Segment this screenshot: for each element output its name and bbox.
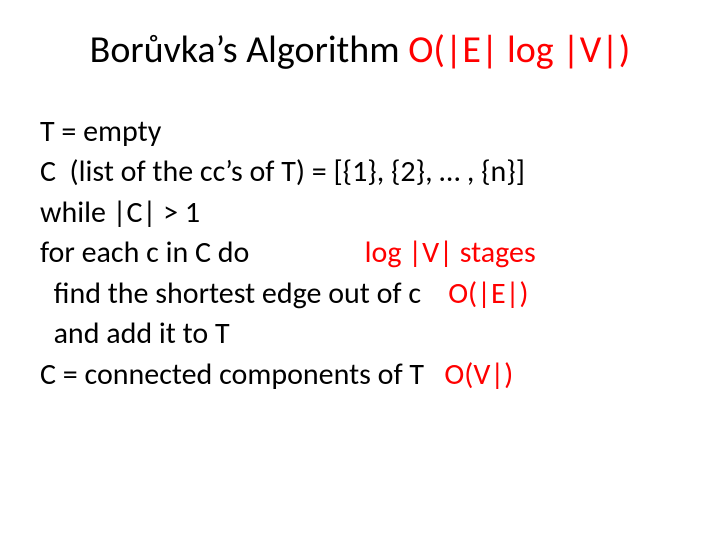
algo-line-1: T = empty [40, 112, 680, 153]
title-text: Borůvka’s Algorithm [90, 27, 409, 73]
algo-line-4-text: for each c in C do [40, 234, 365, 271]
algo-line-7: C = connected components of T O(V|) [40, 355, 680, 396]
slide: Borůvka’s Algorithm O(|E| log |V|) T = e… [0, 0, 720, 540]
algo-line-6: and add it to T [40, 314, 680, 355]
slide-body: T = empty C (list of the cc’s of T) = [{… [40, 112, 680, 396]
algo-line-2: C (list of the cc’s of T) = [{1}, {2}, …… [40, 152, 680, 193]
algo-line-7-text: C = connected components of T [40, 356, 444, 393]
algo-line-7-annot: O(V|) [444, 356, 513, 393]
algo-line-5-text: find the shortest edge out of c [40, 275, 448, 312]
slide-title: Borůvka’s Algorithm O(|E| log |V|) [40, 28, 680, 74]
algo-line-3: while |C| > 1 [40, 193, 680, 234]
algo-line-5-annot: O(|E|) [448, 275, 528, 312]
title-complexity: O(|E| log |V|) [408, 27, 630, 73]
algo-line-4: for each c in C do log |V| stages [40, 233, 680, 274]
algo-line-4-annot: log |V| stages [365, 234, 536, 271]
algo-line-5: find the shortest edge out of c O(|E|) [40, 274, 680, 315]
